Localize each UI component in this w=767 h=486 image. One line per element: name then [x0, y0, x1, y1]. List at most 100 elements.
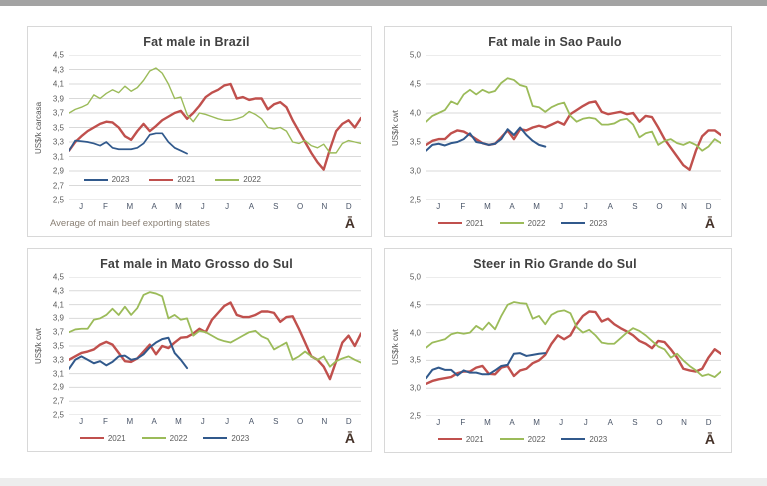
chart-footnote: Average of main beef exporting states — [50, 217, 210, 229]
series-2022-line — [69, 68, 361, 153]
x-tick-label: A — [509, 202, 515, 211]
legend-line-2021 — [149, 178, 174, 181]
x-tick-label: A — [248, 202, 255, 211]
series-2023-line — [426, 353, 545, 378]
y-tick-label: 2,5 — [409, 195, 421, 205]
x-tick-label: F — [460, 418, 466, 427]
x-tick-label: J — [200, 417, 205, 426]
chart-panel-steer-rio-grande: Steer in Rio Grande do Sul US$/k cwt 5,0… — [384, 248, 732, 453]
x-tick-label: S — [632, 418, 638, 427]
x-tick-label: J — [225, 202, 230, 211]
legend-line-2023 — [561, 222, 586, 224]
line-chart — [426, 55, 721, 200]
line-chart — [69, 277, 361, 415]
legend-line-2023 — [561, 438, 586, 440]
series-2021-line — [69, 303, 361, 380]
series-2021-line — [426, 101, 721, 169]
x-tick-label: N — [321, 417, 328, 426]
x-tick-label: A — [607, 202, 613, 211]
chart-panel-fat-male-brazil: Fat male in Brazil US$/k carcasa 4,5 4,3 4… — [27, 26, 372, 237]
legend-item-2022: 2022 — [215, 175, 261, 184]
legend-line-2023 — [203, 437, 228, 439]
series-2023-line — [426, 128, 545, 151]
y-tick-label: 2,5 — [52, 410, 64, 420]
plot-area — [426, 55, 721, 200]
chart-legend: 2023 2021 2022 — [83, 175, 261, 185]
x-tick-label: O — [297, 417, 304, 426]
y-tick-label: 3,3 — [52, 137, 64, 147]
legend-item-2021: 2021 — [437, 434, 484, 444]
chart-title: Fat male in Mato Grosso do Sul — [100, 257, 293, 271]
legend-label-2023: 2023 — [111, 175, 130, 185]
x-tick-label: D — [345, 417, 352, 426]
chart-panel-fat-male-sao-paulo: Fat male in Sao Paulo US$/k cwt 5,0 4,5 4,… — [384, 26, 732, 237]
y-tick-label: 3,1 — [52, 369, 64, 379]
legend-label-2023: 2023 — [589, 434, 608, 444]
x-tick-label: S — [632, 202, 638, 211]
legend-label-2021: 2021 — [107, 433, 126, 443]
x-tick-label: M — [126, 417, 134, 426]
line-chart — [426, 277, 721, 416]
series-2022-line — [426, 302, 721, 377]
y-axis-label: US$/k cwt — [34, 328, 43, 365]
x-tick-label: M — [533, 418, 540, 427]
x-tick-label: O — [656, 418, 663, 427]
y-axis-label: US$/k cwt — [391, 109, 400, 146]
x-tick-label: A — [509, 418, 515, 427]
x-tick-label: J — [225, 417, 230, 426]
y-tick-label: 4,0 — [409, 108, 421, 118]
x-tick-label: J — [79, 417, 84, 426]
y-tick-label: 2,9 — [52, 166, 64, 176]
y-tick-label: 3,0 — [409, 166, 421, 176]
y-axis-label: US$/k cwt — [391, 328, 400, 365]
y-tick-label: 4,5 — [52, 50, 64, 60]
y-tick-label: 2,5 — [52, 195, 64, 205]
x-tick-label: O — [656, 202, 663, 211]
x-tick-label: A — [151, 417, 157, 426]
y-tick-label: 3,5 — [52, 123, 64, 132]
legend-label-2021: 2021 — [177, 175, 196, 185]
y-tick-label: 3,5 — [409, 137, 421, 147]
legend-item-2022: 2022 — [499, 219, 545, 228]
y-axis-label: US$/k carcasa — [34, 101, 43, 154]
legend-line-2021 — [437, 438, 462, 440]
series-2022-line — [69, 292, 361, 367]
y-axis-ticks: 4,5 4,3 4,1 3,9 3,7 3,5 3,3 3,1 2,9 2,7 2,5 — [45, 51, 69, 205]
y-tick-label: 3,3 — [52, 355, 64, 365]
series-2023-line — [69, 133, 187, 153]
x-tick-label: A — [248, 417, 255, 426]
x-tick-label: N — [681, 202, 687, 211]
series-2021-line — [69, 84, 361, 170]
x-tick-label: J — [436, 202, 441, 211]
y-tick-label: 2,9 — [52, 382, 64, 392]
chart-legend: 2021 2022 2023 — [437, 434, 608, 444]
legend-label-2021: 2021 — [465, 218, 484, 228]
legend-label-2021: 2021 — [465, 434, 484, 444]
y-tick-label: 5,0 — [409, 272, 421, 282]
x-tick-label: J — [79, 202, 84, 211]
y-tick-label: 3,7 — [52, 108, 64, 118]
y-tick-label: 4,0 — [409, 328, 421, 338]
y-tick-label: 3,9 — [52, 313, 64, 323]
chart-legend: 2021 2022 2023 — [79, 433, 249, 443]
y-tick-label: 3,5 — [409, 355, 421, 365]
x-tick-label: J — [436, 418, 441, 427]
y-axis-ticks: 4,5 4,3 4,1 3,9 3,7 3,5 3,3 3,1 2,9 2,7 2,5 — [45, 273, 69, 420]
legend-item-2023: 2023 — [203, 434, 249, 443]
legend-line-2022 — [499, 222, 524, 224]
legend-item-2023: 2023 — [561, 219, 607, 228]
x-tick-label: M — [175, 202, 182, 211]
brand-logo: Ā — [704, 431, 715, 447]
y-tick-label: 3,0 — [409, 383, 421, 393]
x-tick-label: J — [583, 202, 588, 211]
y-tick-label: 4,5 — [52, 272, 64, 282]
x-tick-label: J — [559, 418, 564, 427]
legend-label-2023: 2023 — [231, 433, 250, 443]
chart-panel-fat-male-mato-grosso: Fat male in Mato Grosso do Sul US$/k cwt… — [27, 248, 372, 452]
plot-area — [426, 277, 721, 416]
brand-logo: Ā — [344, 215, 355, 231]
x-tick-label: A — [151, 202, 157, 211]
